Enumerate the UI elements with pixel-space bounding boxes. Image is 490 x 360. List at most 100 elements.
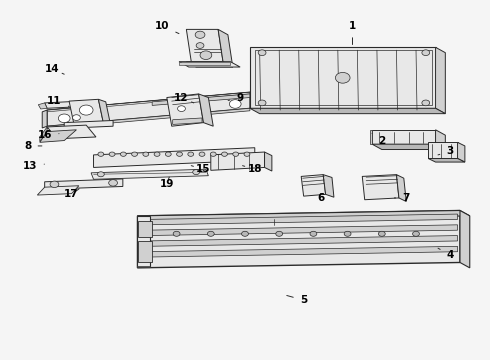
Circle shape bbox=[121, 152, 126, 156]
Polygon shape bbox=[362, 175, 399, 200]
Polygon shape bbox=[250, 47, 436, 108]
Circle shape bbox=[188, 152, 194, 156]
Circle shape bbox=[173, 231, 180, 236]
Polygon shape bbox=[436, 47, 445, 114]
Text: 9: 9 bbox=[228, 93, 244, 103]
Text: 1: 1 bbox=[349, 21, 356, 45]
Text: 4: 4 bbox=[438, 248, 454, 260]
Polygon shape bbox=[186, 62, 233, 67]
Polygon shape bbox=[47, 125, 96, 139]
Polygon shape bbox=[69, 99, 103, 125]
Polygon shape bbox=[45, 101, 84, 108]
Circle shape bbox=[276, 231, 283, 236]
Text: 13: 13 bbox=[23, 161, 45, 171]
Polygon shape bbox=[372, 130, 436, 144]
Text: 14: 14 bbox=[45, 64, 64, 74]
Circle shape bbox=[193, 170, 199, 175]
Text: 19: 19 bbox=[160, 177, 174, 189]
Circle shape bbox=[233, 152, 239, 156]
Polygon shape bbox=[460, 211, 470, 268]
Circle shape bbox=[50, 181, 59, 188]
Polygon shape bbox=[138, 241, 152, 262]
Polygon shape bbox=[47, 108, 250, 129]
Circle shape bbox=[154, 152, 160, 156]
Polygon shape bbox=[37, 186, 79, 195]
Circle shape bbox=[310, 231, 317, 236]
Circle shape bbox=[378, 231, 385, 236]
Circle shape bbox=[98, 152, 104, 156]
Text: 15: 15 bbox=[191, 164, 211, 174]
Polygon shape bbox=[40, 127, 47, 141]
Polygon shape bbox=[137, 266, 150, 267]
Polygon shape bbox=[138, 221, 152, 237]
Polygon shape bbox=[98, 99, 111, 125]
Circle shape bbox=[109, 180, 118, 186]
Polygon shape bbox=[167, 94, 203, 126]
Circle shape bbox=[58, 114, 70, 123]
Text: 12: 12 bbox=[174, 93, 194, 103]
Polygon shape bbox=[40, 130, 76, 142]
Circle shape bbox=[210, 152, 216, 156]
Polygon shape bbox=[250, 108, 445, 114]
Circle shape bbox=[229, 100, 241, 108]
Polygon shape bbox=[137, 216, 150, 267]
Polygon shape bbox=[145, 246, 458, 257]
Polygon shape bbox=[428, 158, 465, 162]
Polygon shape bbox=[152, 94, 250, 105]
Circle shape bbox=[413, 231, 419, 236]
Circle shape bbox=[177, 106, 185, 112]
Polygon shape bbox=[211, 152, 265, 170]
Text: 10: 10 bbox=[155, 21, 179, 33]
Circle shape bbox=[244, 152, 250, 156]
Circle shape bbox=[258, 50, 266, 55]
Text: 8: 8 bbox=[24, 141, 42, 151]
Text: 7: 7 bbox=[394, 193, 410, 203]
Text: 11: 11 bbox=[47, 96, 69, 107]
Circle shape bbox=[196, 42, 204, 48]
Text: 2: 2 bbox=[372, 134, 386, 145]
Polygon shape bbox=[47, 92, 250, 126]
Polygon shape bbox=[198, 94, 213, 126]
Circle shape bbox=[165, 152, 171, 156]
Circle shape bbox=[422, 100, 430, 106]
Polygon shape bbox=[94, 148, 255, 167]
Polygon shape bbox=[436, 130, 445, 149]
Polygon shape bbox=[396, 175, 406, 202]
Circle shape bbox=[335, 72, 350, 83]
Circle shape bbox=[199, 152, 205, 156]
Polygon shape bbox=[179, 62, 240, 67]
Circle shape bbox=[207, 231, 214, 236]
Polygon shape bbox=[301, 175, 326, 196]
Polygon shape bbox=[138, 211, 460, 268]
Polygon shape bbox=[145, 235, 458, 246]
Text: 16: 16 bbox=[37, 130, 59, 140]
Polygon shape bbox=[145, 214, 458, 225]
Circle shape bbox=[98, 172, 104, 177]
Circle shape bbox=[195, 31, 205, 39]
Text: 5: 5 bbox=[287, 295, 307, 305]
Polygon shape bbox=[69, 123, 111, 127]
Circle shape bbox=[109, 152, 115, 156]
Circle shape bbox=[242, 231, 248, 236]
Circle shape bbox=[258, 100, 266, 106]
Circle shape bbox=[79, 105, 93, 115]
Circle shape bbox=[200, 51, 212, 59]
Polygon shape bbox=[172, 118, 202, 125]
Polygon shape bbox=[458, 142, 465, 162]
Text: 6: 6 bbox=[317, 193, 324, 203]
Polygon shape bbox=[45, 179, 123, 189]
Circle shape bbox=[143, 152, 149, 156]
Polygon shape bbox=[179, 62, 230, 65]
Polygon shape bbox=[372, 144, 445, 149]
Circle shape bbox=[132, 152, 138, 156]
Polygon shape bbox=[64, 121, 113, 129]
Polygon shape bbox=[138, 211, 470, 221]
Polygon shape bbox=[265, 152, 272, 171]
Circle shape bbox=[176, 152, 182, 156]
Polygon shape bbox=[218, 30, 233, 67]
Polygon shape bbox=[145, 225, 458, 235]
Circle shape bbox=[422, 50, 430, 55]
Circle shape bbox=[73, 115, 80, 121]
Polygon shape bbox=[186, 30, 223, 62]
Circle shape bbox=[344, 231, 351, 236]
